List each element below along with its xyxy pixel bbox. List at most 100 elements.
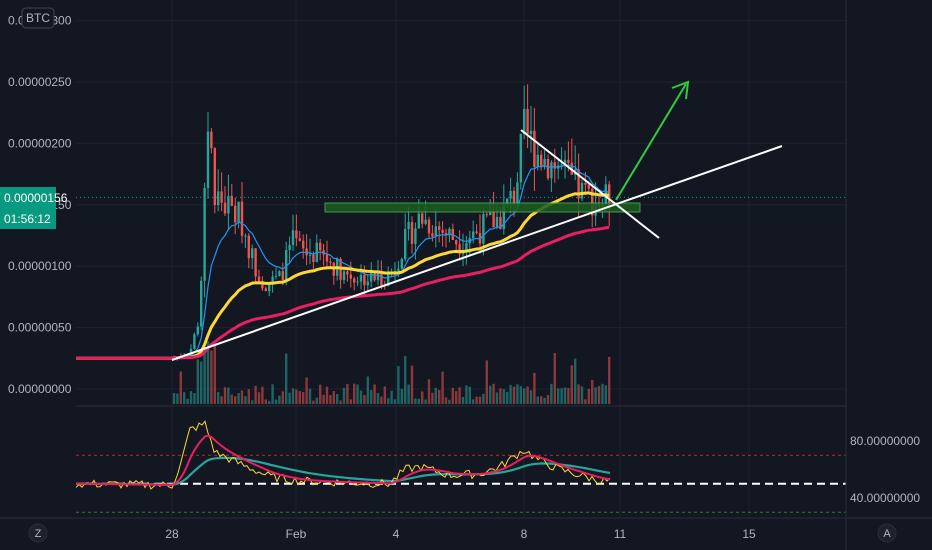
volume-bar (336, 393, 339, 404)
volume-bar (448, 399, 451, 404)
volume-bar (427, 379, 431, 404)
candle-body (356, 281, 359, 283)
y-tick-label: 0.00000050 (8, 321, 72, 335)
volume-bar (206, 341, 210, 404)
candle-body (278, 271, 281, 276)
candle-body (472, 231, 475, 238)
volume-bar (557, 388, 560, 404)
left-axis-button-label: Z (35, 528, 42, 540)
candle-body (540, 154, 543, 168)
oscillator-line-signal (75, 434, 611, 487)
volume-bar (475, 396, 478, 404)
candle-body (189, 348, 193, 356)
volume-bar (570, 365, 573, 404)
volume-bar (247, 389, 250, 404)
volume-bar (553, 353, 556, 404)
volume-bar (502, 389, 505, 404)
x-tick-label: 4 (393, 527, 400, 541)
candle-body (455, 240, 458, 245)
candle-body (546, 158, 550, 179)
candle-body (359, 274, 363, 282)
x-tick-label: 11 (614, 527, 627, 541)
volume-bar (560, 388, 563, 404)
volume-bar (393, 399, 397, 404)
candle-body (434, 226, 437, 237)
auto-scale-button-label: A (883, 528, 891, 540)
candle-body (264, 288, 267, 292)
volume-bar (315, 397, 318, 404)
volume-bar (533, 372, 536, 404)
candle-body (543, 158, 546, 168)
volume-bar (461, 396, 465, 404)
candle-body (349, 274, 352, 279)
volume-bar (186, 398, 189, 404)
volume-bar (451, 387, 454, 404)
volume-bar (319, 384, 322, 404)
x-tick-label: 28 (165, 527, 179, 541)
support-zone (324, 202, 641, 213)
symbol-badge[interactable]: BTC (21, 7, 55, 29)
volume-bar (278, 395, 281, 404)
candle-body (448, 228, 451, 236)
volume-bar (438, 389, 441, 404)
ascending-trendline (171, 145, 783, 361)
volume-bar (397, 366, 400, 404)
candle-body (563, 159, 567, 165)
candle-body (251, 248, 254, 259)
volume-bar (604, 385, 607, 404)
candle-body (584, 182, 587, 185)
candle-body (431, 233, 434, 237)
candle-body (550, 162, 553, 179)
volume-bar (580, 386, 584, 404)
volume-bar (584, 399, 587, 404)
candle-body (240, 201, 244, 236)
oscillator-line-fast (75, 420, 611, 490)
candle-body (257, 276, 261, 281)
candle-body (302, 240, 305, 249)
volume-bar (577, 384, 580, 404)
candle-body (223, 202, 227, 214)
left-axis-button-circle (28, 523, 48, 543)
volume-bar (271, 384, 274, 404)
overlays (76, 80, 846, 361)
volume-bar (332, 391, 335, 404)
candle-body (533, 130, 536, 167)
candle-body (438, 226, 441, 230)
volume-bar (574, 358, 577, 404)
volume-bar (373, 384, 376, 404)
candle-body (509, 190, 512, 199)
candle-body (281, 271, 284, 280)
candle-body (529, 130, 533, 134)
oscillator-tick-label: 40.00000000 (850, 491, 920, 505)
candle-body (366, 281, 369, 286)
auto-scale-button[interactable]: A (877, 523, 897, 543)
candle-body (376, 272, 380, 281)
volume-bar (441, 371, 444, 404)
volume-bar (424, 399, 427, 404)
candle-body (526, 108, 529, 134)
oscillator-panel (75, 420, 846, 513)
candle-body (458, 244, 461, 255)
volume-bar (200, 361, 203, 404)
volume-bar (465, 385, 468, 404)
candle-body (288, 244, 291, 250)
oscillator-axis[interactable]: 80.00000000 40.00000000 (850, 434, 920, 505)
candle-body (444, 232, 448, 236)
left-axis-button[interactable]: Z (28, 523, 48, 543)
candle-body (404, 229, 407, 260)
candle-body (234, 205, 237, 223)
volume-bar (458, 387, 461, 404)
volume-bar (591, 380, 594, 404)
time-axis[interactable]: 28 Feb 4 8 11 15 (165, 527, 756, 541)
volume-bar (302, 391, 305, 404)
candle-body (308, 254, 312, 256)
volume-bar (516, 384, 519, 404)
candle-body (482, 214, 485, 244)
volume-bar (339, 400, 342, 404)
candle-body (400, 259, 403, 269)
volume-bar (308, 388, 312, 404)
volume-bar (305, 377, 308, 404)
volume-bar (268, 400, 271, 404)
volume-bar (529, 390, 533, 404)
